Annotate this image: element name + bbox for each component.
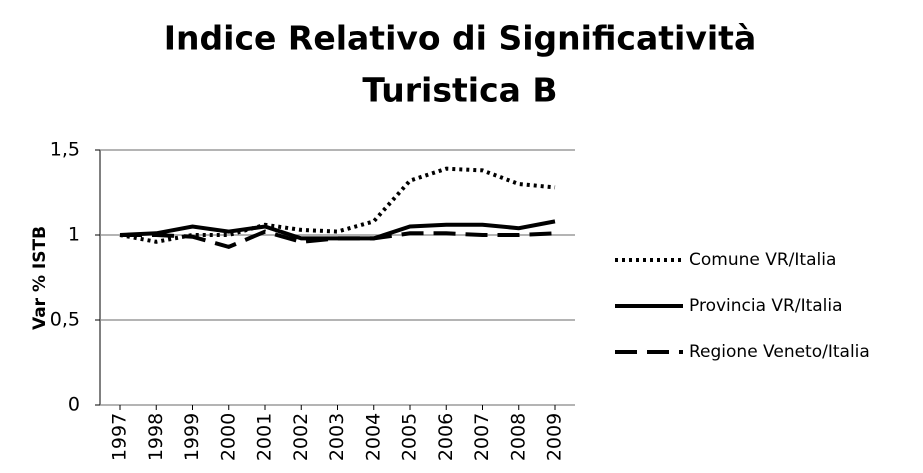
x-tick-label: 2002 bbox=[290, 413, 312, 461]
x-tick-label: 2000 bbox=[217, 413, 239, 461]
legend-label: Regione Veneto/Italia bbox=[689, 342, 870, 362]
y-tick-label: 0,5 bbox=[50, 309, 80, 331]
x-tick-label: 2007 bbox=[471, 413, 493, 461]
y-tick-label: 1,5 bbox=[50, 139, 80, 161]
x-tick-label: 2008 bbox=[507, 413, 529, 461]
x-tick-label: 2005 bbox=[399, 413, 421, 461]
series-line bbox=[119, 219, 556, 241]
chart-title: Turistica B bbox=[362, 71, 557, 110]
chart-title: Indice Relativo di Significatività bbox=[164, 19, 756, 58]
y-tick-label: 0 bbox=[68, 394, 80, 416]
x-tick-label: 1998 bbox=[145, 413, 167, 461]
x-tick-label: 1997 bbox=[109, 413, 131, 461]
x-tick-label: 2001 bbox=[254, 413, 276, 461]
y-axis-label: Var % ISTB bbox=[30, 226, 50, 330]
x-tick-label: 2003 bbox=[326, 413, 348, 461]
series-line bbox=[120, 229, 556, 250]
x-tick-label: 2009 bbox=[544, 413, 566, 461]
x-tick-label: 2006 bbox=[435, 413, 457, 461]
legend-label: Provincia VR/Italia bbox=[689, 296, 843, 316]
y-tick-label: 1 bbox=[68, 224, 80, 246]
x-tick-label: 2004 bbox=[362, 413, 384, 461]
series-line bbox=[119, 166, 556, 244]
legend-label: Comune VR/Italia bbox=[689, 250, 836, 270]
x-tick-label: 1999 bbox=[181, 413, 203, 461]
